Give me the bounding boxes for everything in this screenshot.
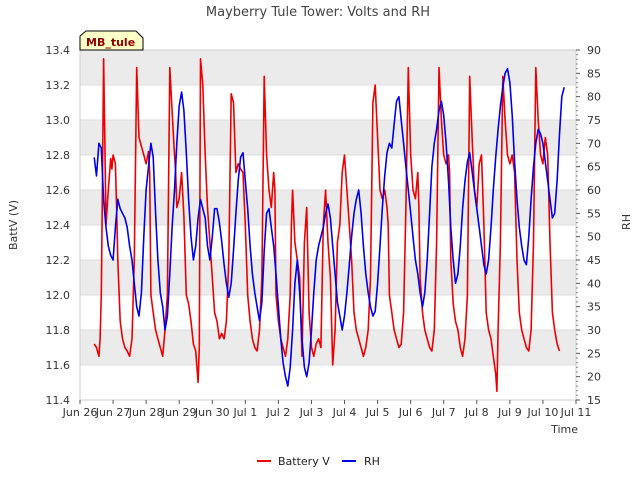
legend: Battery V RH [257, 455, 380, 468]
y-right-tick-label: 75 [587, 114, 601, 127]
y-left-tick-label: 12.8 [46, 149, 71, 162]
y-right-tick-label: 85 [587, 67, 601, 80]
y-left-tick-label: 11.4 [46, 394, 71, 407]
y-right-tick-label: 35 [587, 301, 601, 314]
y-left-tick-label: 12.2 [46, 254, 71, 267]
plot-band [80, 260, 576, 295]
plot-area [79, 49, 577, 401]
y-axis-right-ticks: 15 20 25 30 35 40 45 50 55 60 65 70 75 80 85 90 [576, 44, 601, 407]
legend-battery-label: Battery V [278, 455, 330, 468]
y-right-tick-label: 80 [587, 91, 601, 104]
y-right-tick-label: 60 [587, 184, 601, 197]
x-tick-label: Jul 5 [365, 406, 390, 419]
site-label-box: MB_tule [79, 30, 144, 51]
y-left-tick-label: 11.8 [46, 324, 71, 337]
plot-band [80, 330, 576, 365]
x-tick-label: Jun 28 [128, 406, 164, 419]
y-right-tick-label: 50 [587, 231, 601, 244]
rh-series-line [93, 67, 565, 387]
x-tick-label: Jul 4 [332, 406, 357, 419]
legend-rh-label: RH [364, 455, 380, 468]
y-right-tick-label: 40 [587, 277, 601, 290]
x-tick-label: Jul 1 [232, 406, 257, 419]
site-label: MB_tule [86, 36, 135, 49]
plot-band [80, 50, 576, 85]
y-left-tick-label: 11.6 [46, 359, 71, 372]
y-left-tick-label: 12.6 [46, 184, 71, 197]
y-right-tick-label: 30 [587, 324, 601, 337]
x-tick-label: Jun 29 [161, 406, 197, 419]
y-left-tick-label: 13.0 [46, 114, 71, 127]
y-right-tick-label: 25 [587, 347, 601, 360]
chart-title: Mayberry Tule Tower: Volts and RH [206, 5, 430, 20]
y-left-tick-label: 12.0 [46, 289, 71, 302]
y-right-tick-label: 55 [587, 207, 601, 220]
y-axis-left-ticks: 11.4 11.6 11.8 12.0 12.2 12.4 12.6 12.8 13.0 13.2… [46, 44, 71, 407]
y-right-tick-label: 45 [587, 254, 601, 267]
y-right-tick-label: 90 [587, 44, 601, 57]
plot-band [80, 120, 576, 155]
y-left-tick-label: 13.4 [46, 44, 71, 57]
x-axis-label: Time [550, 423, 578, 436]
x-tick-label: Jul 9 [497, 406, 522, 419]
series-lines [93, 57, 565, 393]
y-axis-right-label: RH [620, 214, 633, 230]
x-tick-label: Jul 3 [299, 406, 324, 419]
y-right-tick-label: 65 [587, 161, 601, 174]
site-label-shape [79, 30, 144, 51]
x-tick-label: Jun 30 [194, 406, 230, 419]
y-left-tick-label: 13.2 [46, 79, 71, 92]
y-left-tick-label: 12.4 [46, 219, 71, 232]
y-axis-left-label: BattV (V) [7, 200, 20, 250]
x-tick-label: Jul 11 [560, 406, 592, 419]
x-tick-label: Jul 7 [431, 406, 456, 419]
y-right-tick-label: 70 [587, 137, 601, 150]
x-tick-label: Jul 8 [464, 406, 489, 419]
battery-series-line [93, 57, 561, 393]
x-tick-label: Jul 6 [398, 406, 423, 419]
x-tick-label: Jul 2 [266, 406, 291, 419]
x-tick-label: Jun 26 [62, 406, 98, 419]
y-right-tick-label: 20 [587, 371, 601, 384]
x-tick-label: Jun 27 [95, 406, 131, 419]
y-right-tick-label: 15 [587, 394, 601, 407]
plot-background-bands [80, 50, 576, 365]
x-tick-label: Jul 10 [527, 406, 559, 419]
